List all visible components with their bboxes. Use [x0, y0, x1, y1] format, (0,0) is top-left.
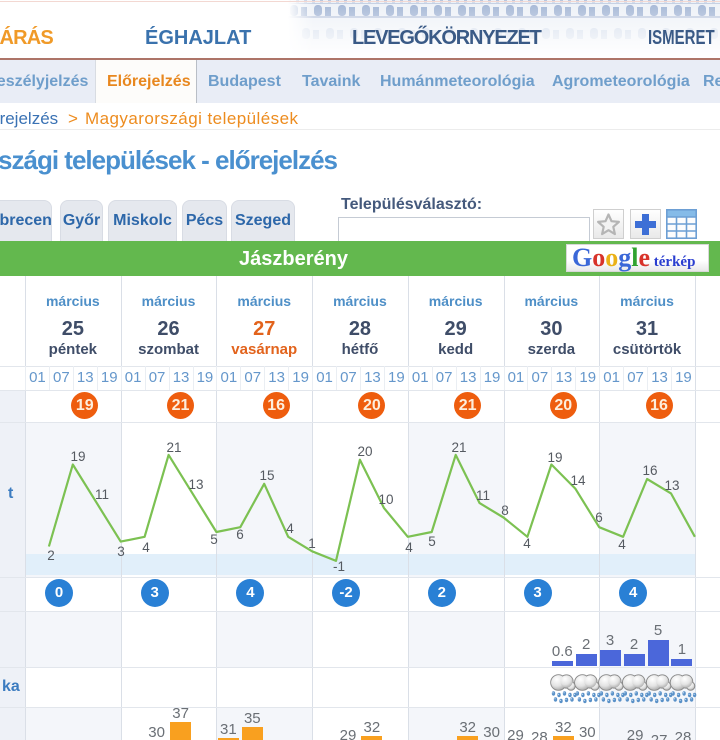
svg-text:4: 4 — [405, 540, 413, 555]
svg-text:13: 13 — [188, 477, 203, 492]
svg-text:4: 4 — [618, 537, 626, 552]
svg-text:19: 19 — [70, 449, 85, 464]
svg-text:4: 4 — [523, 536, 531, 551]
svg-text:15: 15 — [259, 468, 274, 483]
svg-text:16: 16 — [642, 463, 657, 478]
svg-text:20: 20 — [357, 444, 372, 459]
svg-text:10: 10 — [378, 492, 393, 507]
svg-text:19: 19 — [547, 450, 562, 465]
svg-text:11: 11 — [476, 488, 490, 503]
svg-text:4: 4 — [142, 540, 150, 555]
svg-text:2: 2 — [47, 548, 55, 563]
svg-text:1: 1 — [308, 536, 316, 551]
svg-text:6: 6 — [595, 510, 603, 525]
svg-text:21: 21 — [451, 440, 466, 455]
svg-text:8: 8 — [501, 503, 509, 518]
svg-text:5: 5 — [428, 534, 436, 549]
svg-text:-1: -1 — [333, 559, 345, 574]
svg-text:5: 5 — [210, 532, 218, 547]
svg-text:13: 13 — [664, 478, 679, 493]
svg-text:11: 11 — [95, 487, 109, 502]
svg-text:21: 21 — [166, 440, 181, 455]
svg-text:3: 3 — [117, 544, 125, 559]
svg-text:6: 6 — [236, 527, 244, 542]
svg-text:4: 4 — [286, 521, 294, 536]
svg-text:14: 14 — [570, 473, 586, 488]
